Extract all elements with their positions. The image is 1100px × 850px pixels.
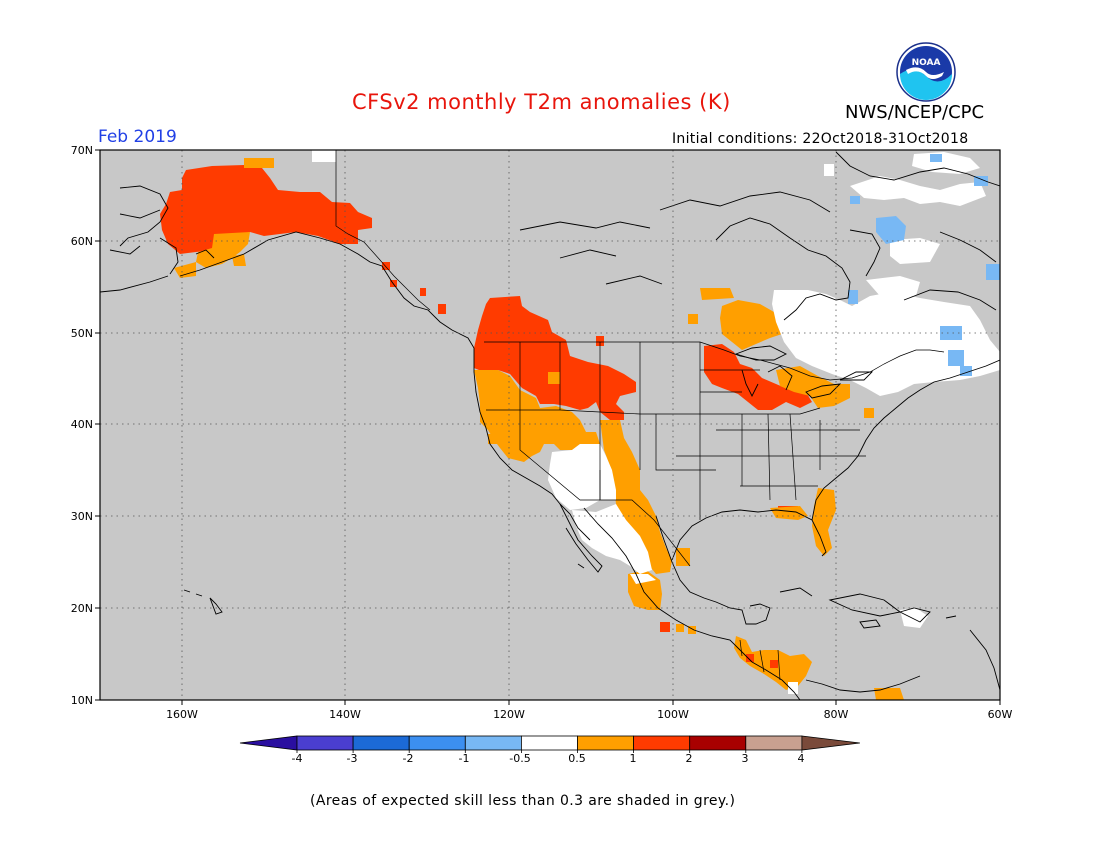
lat-label: 60N	[71, 235, 93, 248]
colorbar-label: -4	[292, 752, 303, 765]
lon-label: 80W	[824, 708, 849, 721]
colorbar-label: 4	[798, 752, 805, 765]
lat-label: 30N	[71, 510, 93, 523]
lon-label: 60W	[988, 708, 1013, 721]
colorbar-swatch	[521, 735, 578, 751]
colorbar-label: -3	[347, 752, 358, 765]
colorbar-swatch	[577, 735, 634, 751]
colorbar-label: -2	[403, 752, 414, 765]
eastern-canada-neutral-area	[312, 150, 1000, 628]
forecast-period: Feb 2019	[98, 127, 177, 147]
noaa-logo: NOAA	[896, 42, 956, 102]
colorbar-swatch	[689, 735, 747, 751]
northwest-warm-anomaly	[474, 296, 636, 420]
axis-ticks	[95, 149, 1001, 705]
lon-label: 140W	[329, 708, 361, 721]
great-lakes-warm-anomaly	[688, 288, 874, 556]
colorbar-arrow-low	[239, 735, 298, 751]
coastlines	[100, 151, 1000, 700]
lat-label: 20N	[71, 602, 93, 615]
lon-label: 100W	[657, 708, 689, 721]
colorbar-label: -0.5	[509, 752, 530, 765]
borders	[335, 150, 945, 681]
noaa-logo-text: NOAA	[912, 58, 941, 68]
lon-label: 160W	[166, 708, 198, 721]
colorbar-swatch	[745, 735, 803, 751]
colorbar-label: 1	[630, 752, 637, 765]
map-title: CFSv2 monthly T2m anomalies (K)	[352, 90, 731, 114]
lat-label: 10N	[71, 694, 93, 707]
colorbar-swatch	[296, 735, 354, 751]
central-america-anomaly	[734, 636, 904, 700]
alaska-warm-anomaly	[160, 158, 446, 314]
colorbar-swatch	[633, 735, 691, 751]
colorbar-label: 0.5	[568, 752, 586, 765]
initial-conditions: Initial conditions: 22Oct2018-31Oct2018	[672, 131, 969, 147]
west-orange-anomaly	[474, 370, 696, 634]
lat-label: 70N	[71, 144, 93, 157]
colorbar-swatch	[408, 735, 466, 751]
lat-label: 40N	[71, 418, 93, 431]
lat-label: 50N	[71, 327, 93, 340]
colorbar-swatch	[464, 735, 522, 751]
colorbar	[239, 735, 860, 753]
colorbar-label: 2	[686, 752, 693, 765]
graticule	[100, 150, 1000, 700]
lon-label: 120W	[493, 708, 525, 721]
organization-label: NWS/NCEP/CPC	[845, 102, 985, 123]
skill-footnote: (Areas of expected skill less than 0.3 a…	[310, 793, 736, 809]
southwest-neutral-area	[548, 444, 656, 584]
colorbar-arrow-high	[801, 735, 860, 751]
map-frame	[99, 149, 1001, 701]
colorbar-label: -1	[459, 752, 470, 765]
colorbar-swatch	[352, 735, 410, 751]
colorbar-label: 3	[742, 752, 749, 765]
